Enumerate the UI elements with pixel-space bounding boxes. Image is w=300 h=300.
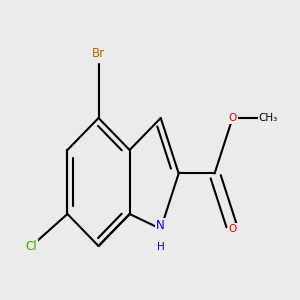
Text: Br: Br [92,47,105,61]
Text: N: N [156,219,165,232]
Text: H: H [157,242,165,251]
Text: CH₃: CH₃ [259,113,278,123]
Text: O: O [228,224,237,234]
Text: O: O [228,113,237,123]
Text: N: N [156,222,165,236]
Text: Cl: Cl [26,239,37,253]
